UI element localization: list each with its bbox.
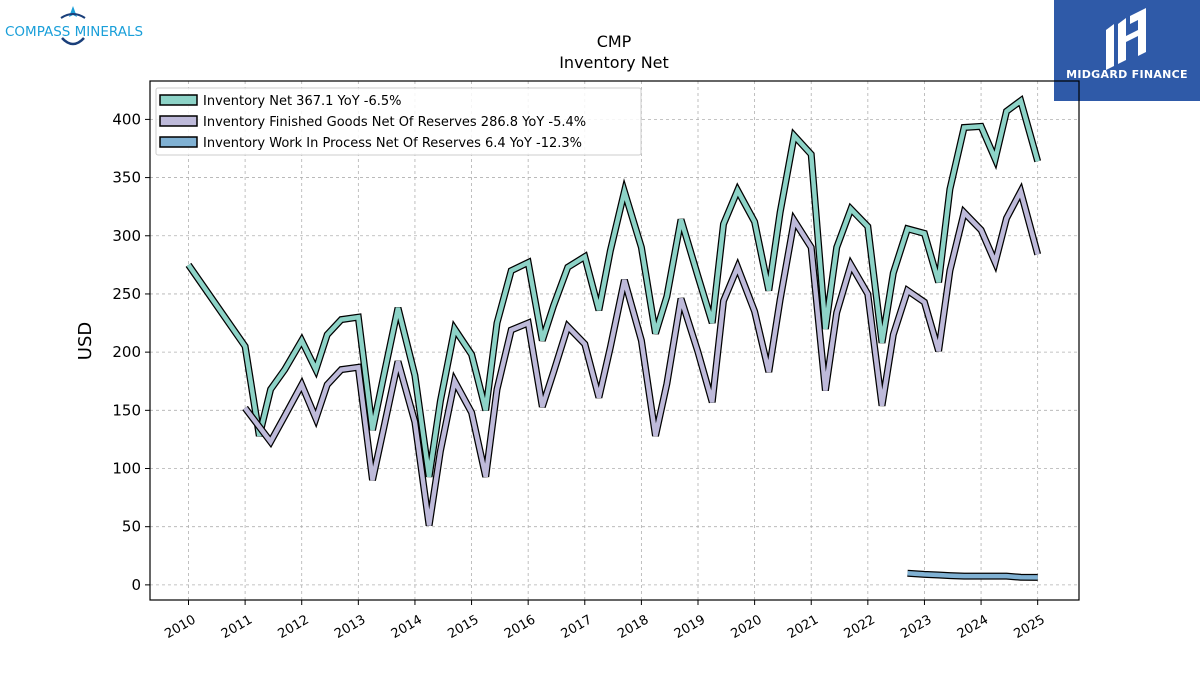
x-tick-label: 2018 (615, 612, 651, 642)
legend: Inventory Net 367.1 YoY -6.5% Inventory F… (155, 87, 642, 156)
plot-frame (149, 80, 1080, 601)
x-tick-label: 2023 (898, 612, 934, 642)
legend-swatch (159, 94, 198, 106)
x-tick-label: 2017 (559, 612, 595, 642)
legend-entry: Inventory Net 367.1 YoY -6.5% (203, 94, 402, 109)
x-tick-label: 2025 (1012, 612, 1048, 642)
y-tick-label: 50 (122, 518, 141, 536)
x-tick-label: 2012 (276, 612, 312, 642)
chart-subtitle: Inventory Net (559, 53, 669, 72)
legend-box (155, 87, 642, 156)
x-tick-label: 2024 (955, 612, 991, 642)
midgard-finance-logo: MIDGARD FINANCE (1054, 0, 1200, 101)
x-tick-label: 2016 (502, 612, 538, 642)
series-line-2 (242, 182, 1042, 527)
y-tick-label: 250 (112, 285, 141, 303)
x-tick-label: 2013 (332, 612, 368, 642)
legend-entry: Inventory Work In Process Net Of Reserve… (203, 136, 582, 151)
y-tick-label: 0 (131, 576, 141, 594)
y-tick-label: 100 (112, 460, 141, 478)
compass-minerals-logo: COMPASS MINERALS (4, 4, 154, 54)
y-tick-label: 300 (112, 227, 141, 245)
series-lines (185, 94, 1042, 581)
x-tick-label: 2014 (389, 612, 425, 642)
x-tick-label: 2022 (842, 612, 878, 642)
x-tick-label: 2020 (728, 612, 764, 642)
x-tick-label: 2015 (445, 612, 481, 642)
series-stroke (243, 185, 1040, 526)
y-tick-label: 150 (112, 401, 141, 419)
series-line-3 (907, 569, 1038, 581)
x-tick-label: 2019 (672, 612, 708, 642)
legend-swatch (159, 115, 198, 127)
compass-icon: COMPASS MINERALS (5, 6, 143, 46)
series-line-1 (185, 94, 1042, 478)
x-tick-label: 2011 (219, 612, 255, 642)
y-tick-label: 350 (112, 169, 141, 187)
chart-title: CMP (597, 32, 632, 51)
series-stroke (907, 570, 1038, 580)
y-axis-label: USD (75, 322, 96, 360)
midgard-icon (1106, 8, 1146, 70)
y-tick-label: 200 (112, 343, 141, 361)
compass-minerals-wordmark: COMPASS MINERALS (5, 24, 143, 40)
legend-entry: Inventory Finished Goods Net Of Reserves… (203, 115, 586, 130)
y-tick-label: 400 (112, 110, 141, 128)
x-tick-label: 2010 (162, 612, 198, 642)
series-stroke (186, 97, 1040, 478)
x-tick-label: 2021 (785, 612, 821, 642)
legend-swatch (159, 136, 198, 148)
midgard-finance-wordmark: MIDGARD FINANCE (1066, 68, 1188, 81)
